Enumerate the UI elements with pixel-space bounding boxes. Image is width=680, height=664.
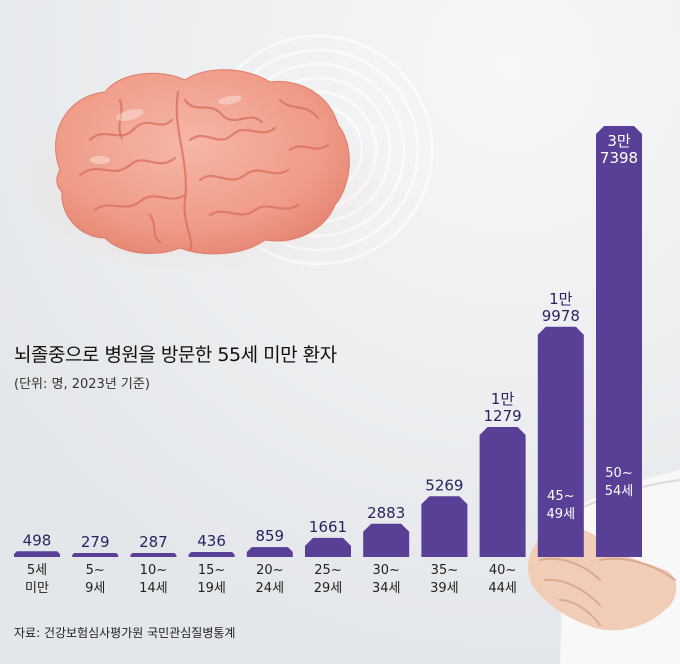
bar-value-label: 1만 9978 xyxy=(542,290,580,325)
bar-9 xyxy=(479,427,526,557)
category-label: 45~ 49세 xyxy=(547,489,576,522)
chart-title: 뇌졸중으로 병원을 방문한 55세 미만 환자 xyxy=(14,344,337,366)
category-label: 30~ 34세 xyxy=(372,563,401,596)
bar-value-label: 1만 1279 xyxy=(484,390,522,425)
bar-value-label: 498 xyxy=(23,531,52,549)
value-label-group: 498 279 287 436 859 1661 2883 5269 1만 1279 1만 9978 3… xyxy=(23,132,638,551)
bar-value-label: 3만 7398 xyxy=(600,132,638,167)
category-label: 35~ 39세 xyxy=(430,563,459,596)
bar-group xyxy=(14,126,642,557)
category-label: 50~ 54세 xyxy=(605,466,634,499)
bar-11 xyxy=(596,126,642,557)
brain-illustration xyxy=(15,69,385,275)
bar-value-label: 436 xyxy=(197,532,226,550)
source-note: 자료: 건강보험심사평가원 국민관심질병통계 xyxy=(14,626,236,640)
bar-3 xyxy=(130,553,177,557)
category-label: 5~ 9세 xyxy=(85,563,105,596)
chart-subtitle: (단위: 명, 2023년 기준) xyxy=(14,377,150,392)
bar-value-label: 2883 xyxy=(367,504,405,522)
bar-1 xyxy=(14,551,60,557)
category-label: 5세 미만 xyxy=(25,563,49,596)
category-label: 10~ 14세 xyxy=(139,563,168,596)
category-label: 15~ 19세 xyxy=(197,563,226,596)
bar-value-label: 859 xyxy=(255,527,284,545)
category-label-group: 5세 미만 5~ 9세 10~ 14세 15~ 19세 20~ 24세 25~ 29세 30~ 34세 35… xyxy=(25,466,633,596)
bar-7 xyxy=(363,523,410,557)
bar-value-label: 279 xyxy=(81,533,110,551)
bar-8 xyxy=(421,496,468,557)
bar-value-label: 5269 xyxy=(425,476,463,494)
bar-4 xyxy=(188,551,235,557)
bar-10 xyxy=(537,326,584,557)
category-label: 25~ 29세 xyxy=(314,563,343,596)
category-label: 40~ 44세 xyxy=(488,563,517,596)
bar-6 xyxy=(305,537,351,557)
bar-2 xyxy=(72,553,119,557)
bar-5 xyxy=(246,547,293,557)
category-label: 20~ 24세 xyxy=(256,563,285,596)
bar-value-label: 1661 xyxy=(309,518,347,536)
bar-value-label: 287 xyxy=(139,533,168,551)
